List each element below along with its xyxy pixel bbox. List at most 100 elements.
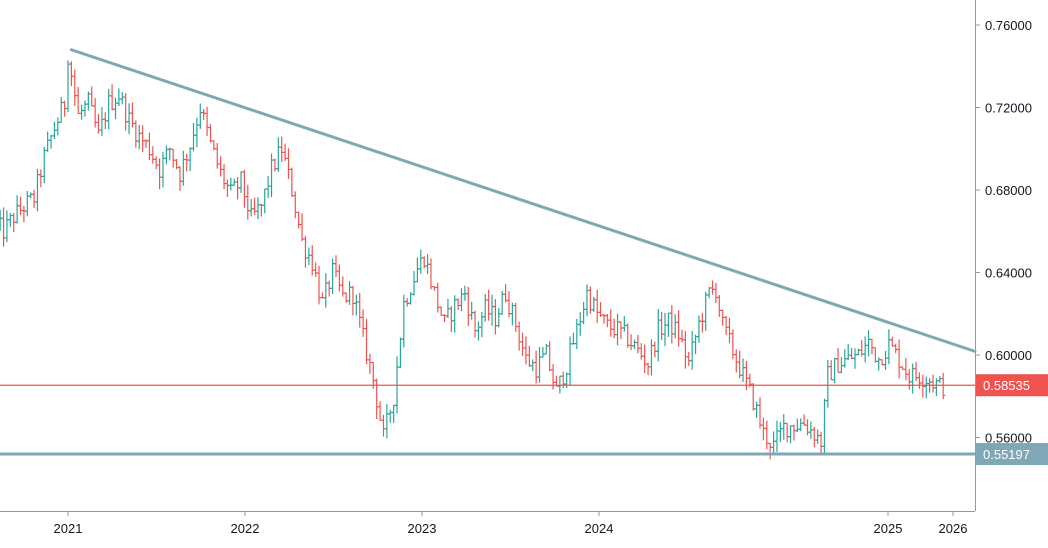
time-tick-label: 2021 [54, 521, 83, 536]
candle [741, 358, 746, 383]
candle [819, 431, 824, 454]
candle [724, 316, 729, 336]
candle [239, 171, 244, 194]
candle [0, 209, 3, 231]
candle [150, 146, 155, 164]
candle [181, 150, 186, 186]
candle [279, 136, 284, 162]
candle [873, 347, 878, 363]
candle [486, 289, 491, 321]
candle [646, 362, 651, 376]
candle [863, 336, 868, 363]
candle [941, 372, 946, 400]
candle [493, 299, 498, 335]
candle [303, 235, 308, 268]
candle [147, 132, 152, 161]
candle [686, 351, 691, 366]
candle [276, 137, 281, 172]
candle [89, 86, 94, 107]
candle [713, 282, 718, 303]
candle [832, 357, 837, 384]
candle [622, 316, 627, 332]
candle [791, 424, 796, 441]
candle [707, 287, 712, 299]
candle [127, 103, 132, 135]
candle [856, 348, 861, 356]
descending-trendline [69, 48, 977, 353]
candle [398, 337, 403, 369]
candle [727, 317, 732, 344]
candle [788, 425, 793, 444]
candle [798, 418, 803, 432]
candle [266, 175, 271, 199]
candle [483, 294, 488, 322]
candle [703, 291, 708, 331]
candle [578, 312, 583, 336]
candle [177, 165, 182, 191]
candle [785, 422, 790, 443]
resistance-price-tag: 0.58535 [983, 378, 1030, 393]
candle [852, 348, 857, 369]
candle [917, 372, 922, 389]
candle [25, 190, 30, 217]
candle [225, 179, 230, 197]
candle [428, 258, 433, 290]
candle [452, 295, 457, 333]
support-price-tag-bg [976, 443, 1048, 466]
candle [629, 334, 634, 351]
candle [262, 188, 267, 214]
candle [476, 321, 481, 341]
candle [781, 413, 786, 440]
candle [849, 347, 854, 360]
candle [907, 369, 912, 390]
candle [333, 255, 338, 277]
candle [893, 343, 898, 354]
candle [836, 347, 841, 373]
candle [391, 404, 396, 423]
candle [805, 419, 810, 436]
candle [310, 245, 315, 276]
candle [21, 205, 26, 223]
candle [751, 383, 756, 411]
candle [228, 177, 233, 191]
candle [608, 309, 613, 337]
candle [513, 302, 518, 332]
candle [439, 306, 444, 316]
candle [401, 294, 406, 348]
candle [164, 145, 169, 165]
candle [293, 191, 298, 219]
candle [137, 124, 142, 150]
price-tick-label: 0.60000 [985, 348, 1032, 363]
candle [673, 314, 678, 339]
candle [154, 156, 159, 170]
candle [405, 298, 410, 307]
candle [123, 93, 128, 131]
candle [924, 376, 929, 399]
candle [815, 429, 820, 444]
candle [846, 344, 851, 361]
candle [795, 418, 800, 433]
candle [537, 346, 542, 383]
candle [642, 344, 647, 374]
candle [666, 312, 671, 338]
candle [693, 334, 698, 355]
candle [99, 107, 104, 137]
candle [110, 84, 115, 111]
candle [523, 336, 528, 365]
candle [652, 341, 657, 358]
time-tick-label: 2022 [231, 521, 260, 536]
candle [456, 298, 461, 310]
candle [574, 318, 579, 350]
candle [768, 442, 773, 460]
candle [208, 124, 213, 143]
candle [140, 125, 145, 153]
candle [388, 409, 393, 423]
candle [317, 265, 322, 305]
candle [758, 397, 763, 429]
candle [306, 247, 311, 265]
candle [669, 305, 674, 344]
candle [272, 158, 277, 172]
candle [700, 312, 705, 333]
